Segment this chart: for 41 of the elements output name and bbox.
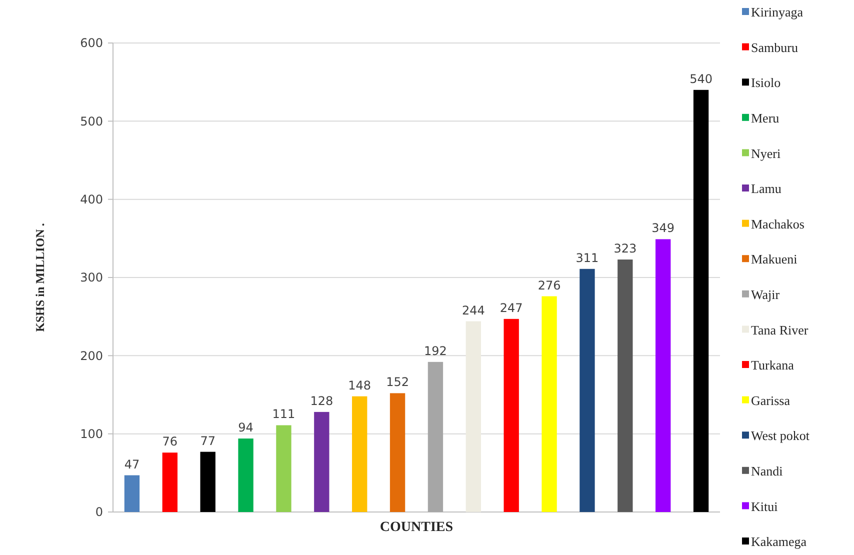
data-label: 128 [310,394,334,408]
x-axis-title: COUNTIES [380,520,454,535]
legend-label: Kirinyaga [751,4,804,20]
y-tick-label: 0 [95,505,103,520]
legend-label: Kitui [751,498,778,514]
data-label: 244 [462,303,485,318]
legend-label: West pokot [751,428,810,444]
legend-label: Kakamega [751,534,807,550]
data-label: 152 [386,375,409,390]
data-label: 311 [576,250,599,265]
y-tick-label: 300 [80,270,103,285]
data-label: 111 [272,407,296,422]
y-axis-title: KSHS in MILLION . [33,223,47,332]
legend-label: Garissa [751,392,790,408]
y-tick-label: 400 [80,192,103,207]
data-label: 276 [538,278,561,292]
y-tick-label: 100 [80,427,103,442]
y-tick-label: 600 [80,36,103,50]
legend-label: Wajir [751,286,780,302]
legend-label: Tana River [751,322,809,338]
y-tick-label: 500 [80,114,103,128]
legend-label: Makueni [751,252,798,267]
data-label: 94 [238,420,254,435]
data-label: 247 [500,300,523,315]
data-label: 77 [200,434,216,448]
data-label: 148 [348,378,372,392]
legend-label: Isiolo [751,75,781,90]
legend-label: Meru [751,110,780,126]
legend-label: Nandi [751,463,784,478]
data-label: 76 [162,434,178,449]
legend-label: Samburu [751,40,798,55]
legend-label: Turkana [751,358,794,373]
legend-label: Machakos [751,216,804,232]
y-tick-label: 200 [80,348,103,363]
data-label: 349 [652,221,675,236]
data-label: 47 [124,457,140,472]
legend-label: Lamu [751,181,782,196]
data-label: 323 [614,242,637,256]
legend-label: Nyeri [751,146,781,161]
data-label: 192 [424,344,447,358]
data-label: 540 [690,72,712,86]
